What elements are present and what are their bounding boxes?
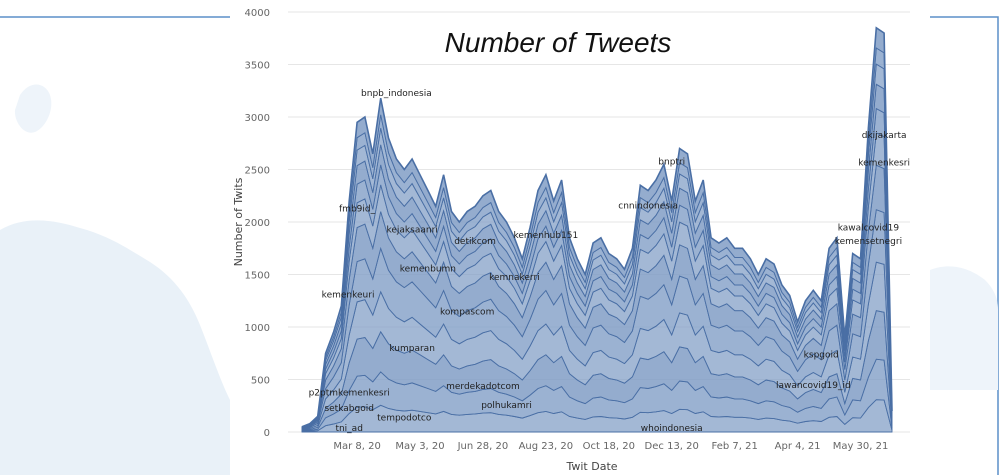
map-land-left (0, 220, 230, 475)
y-axis-title: Number of Twits (232, 177, 245, 266)
series-label: dkijakarta (862, 131, 907, 141)
stacked-area-chart: bnpb_indonesia fmb9id_ kejaksaanri detikcom… (232, 8, 910, 473)
series-label: whoindonesia (641, 424, 703, 434)
x-tick-label: May 30, 21 (833, 441, 889, 452)
series-label: kompascom (440, 307, 494, 317)
x-tick-label: Feb 7, 21 (712, 441, 758, 452)
y-tick-label: 2000 (245, 218, 270, 229)
series-label: kemensetnegri (835, 237, 902, 247)
series-label: bnpb_indonesia (361, 89, 432, 99)
chart-title: Number of Tweets (445, 27, 672, 58)
axis-layer: 0 500 1000 1500 2000 2500 3000 3500 4000 Mar 8, 2… (245, 8, 889, 452)
x-tick-label: Aug 23, 20 (519, 441, 574, 452)
series-label: kawalcovid19 (838, 223, 900, 233)
y-tick-label: 1000 (245, 323, 270, 334)
series-label: fmb9id_ (339, 205, 376, 215)
series-label: kspgoid (804, 350, 839, 360)
x-tick-label: May 3, 20 (395, 441, 444, 452)
x-tick-label: Dec 13, 20 (645, 441, 699, 452)
series-label: kumparan (389, 344, 435, 354)
series-label: bnptri (658, 157, 685, 167)
chart-panel: bnpb_indonesia fmb9id_ kejaksaanri detikcom… (230, 0, 930, 475)
y-tick-label: 1500 (245, 271, 270, 282)
series-label: merdekadotcom (446, 382, 520, 392)
y-tick-label: 0 (264, 428, 270, 439)
x-tick-label: Jun 28, 20 (457, 441, 509, 452)
x-tick-label: Apr 4, 21 (775, 441, 821, 452)
x-tick-label: Mar 8, 20 (333, 441, 381, 452)
label-layer: bnpb_indonesia fmb9id_ kejaksaanri detikcom… (309, 89, 910, 434)
series-label: setkabgoid (324, 404, 373, 414)
series-label: kemenkesri (858, 158, 910, 168)
series-label: p2ptmkemenkesri (309, 388, 390, 398)
x-tick-label: Oct 18, 20 (583, 441, 635, 452)
x-axis-title: Twit Date (565, 460, 617, 473)
series-label: tempodotco (377, 413, 432, 423)
y-tick-label: 4000 (245, 8, 270, 19)
map-island-top (14, 84, 52, 133)
series-label: tni_ad (335, 424, 362, 434)
series-label: kejaksaanri (386, 226, 437, 236)
y-tick-label: 3500 (245, 61, 270, 72)
series-label: kemenbumn (400, 264, 456, 274)
series-label: lawancovid19_id (776, 381, 851, 391)
area-outline (301, 26, 893, 428)
y-tick-label: 500 (251, 376, 270, 387)
area-layer (301, 26, 893, 433)
series-label: detikcom (454, 237, 496, 247)
map-land-right (930, 266, 998, 390)
series-label: polhukamri (481, 401, 532, 411)
series-label: kemnakerri (489, 273, 540, 283)
series-label: kemenkeuri (322, 291, 375, 301)
y-tick-label: 3000 (245, 113, 270, 124)
series-label: cnnindonesia (618, 201, 678, 211)
series-label: kemenhub151 (513, 231, 578, 241)
y-tick-label: 2500 (245, 166, 270, 177)
